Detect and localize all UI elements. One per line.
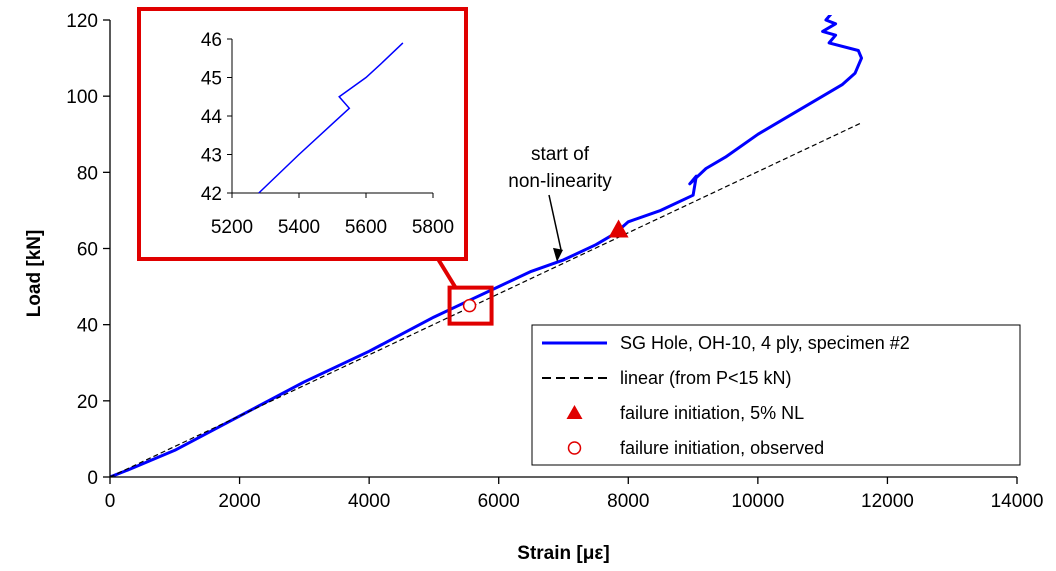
x-tick-label: 2000: [218, 491, 260, 512]
series-line-sg-hole: [110, 15, 863, 477]
inset-zoom: 5200 5400 5600 5800 42 43 44 45 46: [137, 7, 468, 289]
annotation-arrow-shaft: [548, 194, 562, 250]
legend-entry-label: failure initiation, 5% NL: [620, 403, 804, 423]
inset-x-tick-label: 5200: [211, 217, 253, 238]
inset-y-tick-label: 42: [201, 184, 222, 205]
legend-entry-label: SG Hole, OH-10, 4 ply, specimen #2: [620, 333, 910, 353]
inset-x-tick-label: 5600: [345, 217, 387, 238]
inset-border: [137, 7, 468, 261]
x-tick-label: 4000: [348, 491, 390, 512]
inset-y-tick-label: 45: [201, 69, 222, 90]
legend-entry-label: linear (from P<15 kN): [620, 368, 792, 388]
inset-series-line: [258, 42, 404, 194]
y-tick-label: 80: [77, 163, 98, 184]
y-tick-label: 100: [66, 87, 98, 108]
legend: SG Hole, OH-10, 4 ply, specimen #2 linear…: [531, 324, 1021, 466]
series-marker-failure-5pct: [608, 219, 629, 238]
inset-connector: [436, 257, 458, 289]
x-axis-title: Strain [με]: [517, 543, 609, 564]
y-tick-label: 20: [77, 392, 98, 413]
y-tick-label: 60: [77, 240, 98, 261]
legend-swatch-triangle: [566, 405, 583, 419]
y-tick-label: 0: [87, 468, 98, 489]
inset-x-tick-label: 5400: [278, 217, 320, 238]
legend-box: [531, 324, 1021, 466]
inset-y-tick-label: 46: [201, 30, 222, 51]
zoom-highlight-box: [447, 285, 494, 326]
annotation-start-of-non-linearity: start of non-linearity: [508, 144, 612, 262]
y-tick-label: 120: [66, 11, 98, 32]
y-axis-title: Load [kN]: [24, 230, 45, 318]
inset-y-tick-label: 43: [201, 146, 222, 167]
legend-entry-label: failure initiation, observed: [620, 438, 824, 458]
series-line-linear: [110, 122, 862, 477]
x-tick-label: 8000: [607, 491, 649, 512]
axes: 0 2000 4000 6000 8000 10000 12000 14000 0 20 40 60 8…: [66, 11, 1043, 512]
x-tick-label: 10000: [731, 491, 784, 512]
series-marker-failure-observed: [462, 298, 477, 313]
x-tick-label: 12000: [861, 491, 914, 512]
inset-x-tick-label: 5800: [412, 217, 454, 238]
x-tick-label: 14000: [991, 491, 1044, 512]
annotation-text-line: non-linearity: [508, 171, 612, 192]
annotation-text-line: start of: [531, 144, 590, 165]
plot-area: [110, 15, 863, 477]
x-tick-label: 6000: [478, 491, 520, 512]
x-tick-label: 0: [105, 491, 116, 512]
inset-y-tick-label: 44: [201, 107, 223, 128]
legend-swatch-circle: [567, 441, 582, 455]
annotation-arrow-head: [553, 247, 564, 262]
y-tick-label: 40: [77, 316, 98, 337]
